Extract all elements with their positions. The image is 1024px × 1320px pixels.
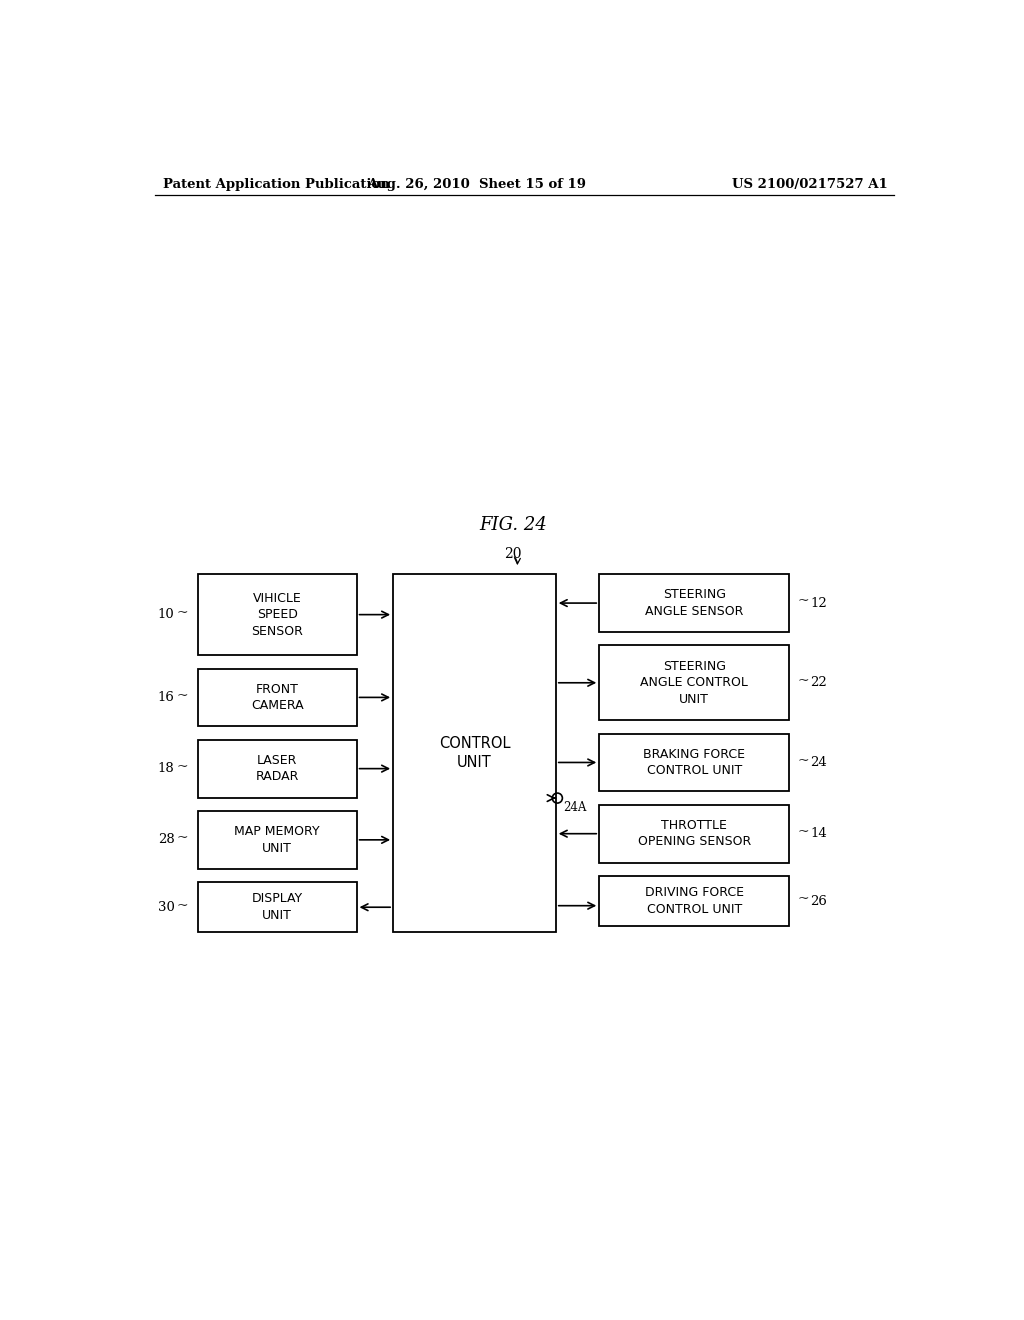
Text: Aug. 26, 2010  Sheet 15 of 19: Aug. 26, 2010 Sheet 15 of 19	[368, 178, 587, 190]
Text: STEERING
ANGLE SENSOR: STEERING ANGLE SENSOR	[645, 589, 743, 618]
Text: MAP MEMORY
UNIT: MAP MEMORY UNIT	[234, 825, 319, 854]
Text: 18: 18	[158, 762, 174, 775]
Bar	[599, 574, 790, 632]
Bar	[198, 574, 356, 655]
Text: 30: 30	[158, 900, 174, 913]
Text: 10: 10	[158, 609, 174, 622]
Text: US 2100/0217527 A1: US 2100/0217527 A1	[732, 178, 888, 190]
Bar	[599, 805, 790, 862]
Text: THROTTLE
OPENING SENSOR: THROTTLE OPENING SENSOR	[638, 818, 751, 849]
Text: ~: ~	[176, 760, 187, 774]
Text: DRIVING FORCE
CONTROL UNIT: DRIVING FORCE CONTROL UNIT	[645, 886, 743, 916]
Bar	[198, 810, 356, 869]
Text: 28: 28	[158, 833, 174, 846]
Text: 20: 20	[505, 548, 522, 561]
Text: ~: ~	[176, 606, 187, 620]
Text: ~: ~	[798, 754, 809, 768]
Text: 14: 14	[810, 828, 826, 841]
Text: ~: ~	[798, 825, 809, 840]
Text: DISPLAY
UNIT: DISPLAY UNIT	[252, 892, 303, 921]
Text: 24A: 24A	[563, 801, 587, 814]
Text: 12: 12	[810, 597, 826, 610]
Text: ~: ~	[176, 689, 187, 702]
Bar	[198, 882, 356, 932]
Text: CONTROL
UNIT: CONTROL UNIT	[438, 737, 510, 771]
Text: ~: ~	[798, 675, 809, 688]
Text: 26: 26	[810, 895, 826, 908]
Text: ~: ~	[798, 594, 809, 609]
Bar	[599, 645, 790, 721]
Text: 24: 24	[810, 756, 826, 770]
Text: BRAKING FORCE
CONTROL UNIT: BRAKING FORCE CONTROL UNIT	[643, 747, 745, 777]
Text: LASER
RADAR: LASER RADAR	[256, 754, 299, 783]
Bar	[599, 876, 790, 927]
Text: 22: 22	[810, 676, 826, 689]
Bar	[198, 739, 356, 797]
Text: ~: ~	[798, 892, 809, 907]
Text: 16: 16	[158, 690, 174, 704]
Bar	[198, 668, 356, 726]
Text: ~: ~	[176, 832, 187, 845]
Text: STEERING
ANGLE CONTROL
UNIT: STEERING ANGLE CONTROL UNIT	[640, 660, 749, 706]
Text: ~: ~	[176, 899, 187, 912]
Text: FIG. 24: FIG. 24	[479, 516, 547, 535]
Text: FRONT
CAMERA: FRONT CAMERA	[251, 682, 303, 713]
Bar	[393, 574, 556, 932]
Bar	[599, 734, 790, 792]
Text: VIHICLE
SPEED
SENSOR: VIHICLE SPEED SENSOR	[251, 591, 303, 638]
Text: Patent Application Publication: Patent Application Publication	[163, 178, 389, 190]
